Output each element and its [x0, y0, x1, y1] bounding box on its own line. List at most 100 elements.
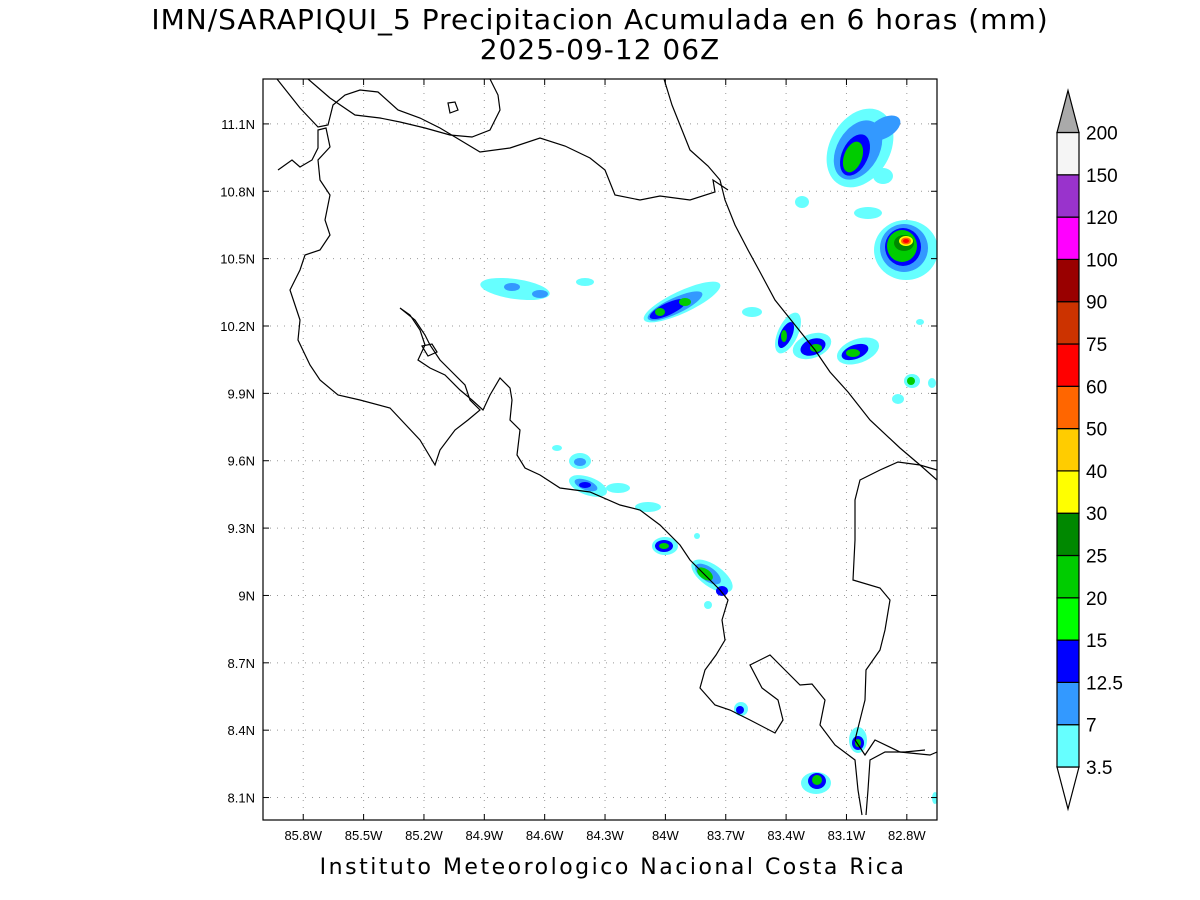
- island: [421, 343, 438, 357]
- lat-tick-label: 11.1N: [221, 117, 255, 132]
- axis-tick-labels: 85.8W 85.5W 85.2W 84.9W 84.6W 84.3W 84W 83.7W 83…: [220, 79, 937, 843]
- lon-tick-label: 83.7W: [707, 828, 745, 843]
- colorbar-swatch: [1056, 428, 1080, 472]
- color-bar-legend: 3.5 7 12.5 15 20 25 30 40 50 60 75 90 100 120 150 200: [1056, 88, 1123, 812]
- lon-tick-label: 82.8W: [888, 828, 926, 843]
- colorbar-label: 100: [1086, 250, 1118, 271]
- precip-contour: [892, 394, 904, 404]
- border-line: [276, 79, 729, 201]
- map-datetime: 2025-09-12 06Z: [479, 33, 721, 66]
- precip-contour: [576, 278, 594, 286]
- coast-line: [277, 127, 863, 816]
- precip-contour: [504, 283, 520, 291]
- colorbar-min-triangle: [1056, 766, 1080, 812]
- colorbar-max-triangle: [1056, 88, 1080, 134]
- precip-contour: [694, 533, 700, 539]
- colorbar-swatch: [1056, 258, 1080, 303]
- precip-contour: [781, 330, 787, 342]
- precip-contour: [907, 377, 915, 385]
- precip-contour: [579, 482, 591, 488]
- precip-contour: [795, 196, 809, 208]
- lon-tick-label: 84.9W: [466, 828, 504, 843]
- colorbar-swatch: [1056, 216, 1080, 261]
- precip-contour: [916, 319, 924, 325]
- island: [447, 101, 459, 114]
- lat-tick-label: 9.6N: [228, 454, 255, 469]
- coastline-boundaries: [276, 79, 937, 816]
- colorbar-label: 50: [1086, 420, 1107, 441]
- colorbar-swatch: [1056, 301, 1080, 345]
- precip-contour: [873, 168, 893, 184]
- colorbar-swatch: [1056, 554, 1080, 599]
- colorbar-swatch: [1056, 470, 1080, 514]
- precip-contour: [679, 298, 691, 306]
- precip-contour: [704, 601, 712, 609]
- lat-tick-label: 10.8N: [220, 184, 255, 199]
- precip-contour: [854, 207, 882, 219]
- precip-contour: [855, 739, 861, 747]
- lat-tick-label: 8.4N: [228, 723, 255, 738]
- precip-contour: [742, 307, 762, 317]
- lat-tick-label: 9.9N: [228, 386, 255, 401]
- colorbar-label: 15: [1086, 631, 1107, 652]
- colorbar-label: 3.5: [1086, 758, 1112, 779]
- institution-credit: Instituto Meteorologico Nacional Costa R…: [319, 855, 907, 880]
- lon-tick-label: 85.5W: [345, 828, 383, 843]
- colorbar-swatch: [1056, 597, 1080, 641]
- precip-contour: [552, 445, 562, 451]
- lat-tick-label: 10.2N: [220, 319, 255, 334]
- lon-tick-label: 84.3W: [586, 828, 624, 843]
- colorbar-label: 12.5: [1086, 673, 1123, 694]
- colorbar-label: 40: [1086, 462, 1107, 483]
- colorbar-swatch: [1056, 512, 1080, 557]
- colorbar-swatch: [1056, 174, 1080, 218]
- lat-tick-label: 8.1N: [228, 791, 255, 806]
- lat-tick-label: 10.5N: [220, 252, 255, 267]
- lon-tick-label: 85.8W: [284, 828, 322, 843]
- precip-contour: [810, 344, 822, 352]
- colorbar-label: 60: [1086, 377, 1107, 398]
- border-line: [852, 461, 937, 757]
- coast-line: [865, 749, 926, 816]
- precip-contour: [532, 290, 548, 298]
- precipitation-field: [480, 108, 937, 804]
- lon-tick-label: 84.6W: [526, 828, 564, 843]
- colorbar-swatch: [1056, 724, 1080, 768]
- colorbar-label: 20: [1086, 589, 1107, 610]
- colorbar-swatch: [1056, 385, 1080, 430]
- colorbar-label: 7: [1086, 716, 1097, 737]
- lon-tick-label: 85.2W: [405, 828, 443, 843]
- precip-contour: [928, 378, 936, 388]
- lon-tick-label: 83.1W: [828, 828, 866, 843]
- colorbar-swatch: [1056, 639, 1080, 683]
- precip-contour: [659, 543, 669, 549]
- map-grid: [263, 79, 937, 820]
- colorbar-label: 200: [1086, 124, 1118, 145]
- colorbar-swatch: [1056, 343, 1080, 387]
- precip-contour: [655, 308, 665, 316]
- colorbar-swatch: [1056, 681, 1080, 726]
- coast-line: [663, 79, 937, 481]
- colorbar-label: 30: [1086, 504, 1107, 525]
- precip-contour: [812, 775, 822, 785]
- lat-tick-label: 8.7N: [228, 656, 255, 671]
- colorbar-label: 120: [1086, 208, 1118, 229]
- colorbar-label: 25: [1086, 547, 1107, 568]
- colorbar-swatch: [1056, 131, 1080, 176]
- shore-line: [307, 79, 501, 138]
- lon-tick-label: 84W: [652, 828, 679, 843]
- lat-tick-label: 9N: [238, 588, 255, 603]
- precip-contour: [842, 141, 864, 173]
- precip-contour: [736, 706, 744, 714]
- precip-contour: [867, 115, 901, 141]
- map-title: IMN/SARAPIQUI_5 Precipitacion Acumulada …: [151, 3, 1049, 36]
- precip-contour: [903, 239, 909, 243]
- colorbar-label: 75: [1086, 335, 1107, 356]
- precip-contour: [574, 458, 586, 466]
- lon-tick-label: 83.4W: [767, 828, 805, 843]
- colorbar-label: 90: [1086, 293, 1107, 314]
- precip-contour: [635, 502, 661, 512]
- colorbar-label: 150: [1086, 166, 1118, 187]
- precip-contour: [846, 349, 860, 357]
